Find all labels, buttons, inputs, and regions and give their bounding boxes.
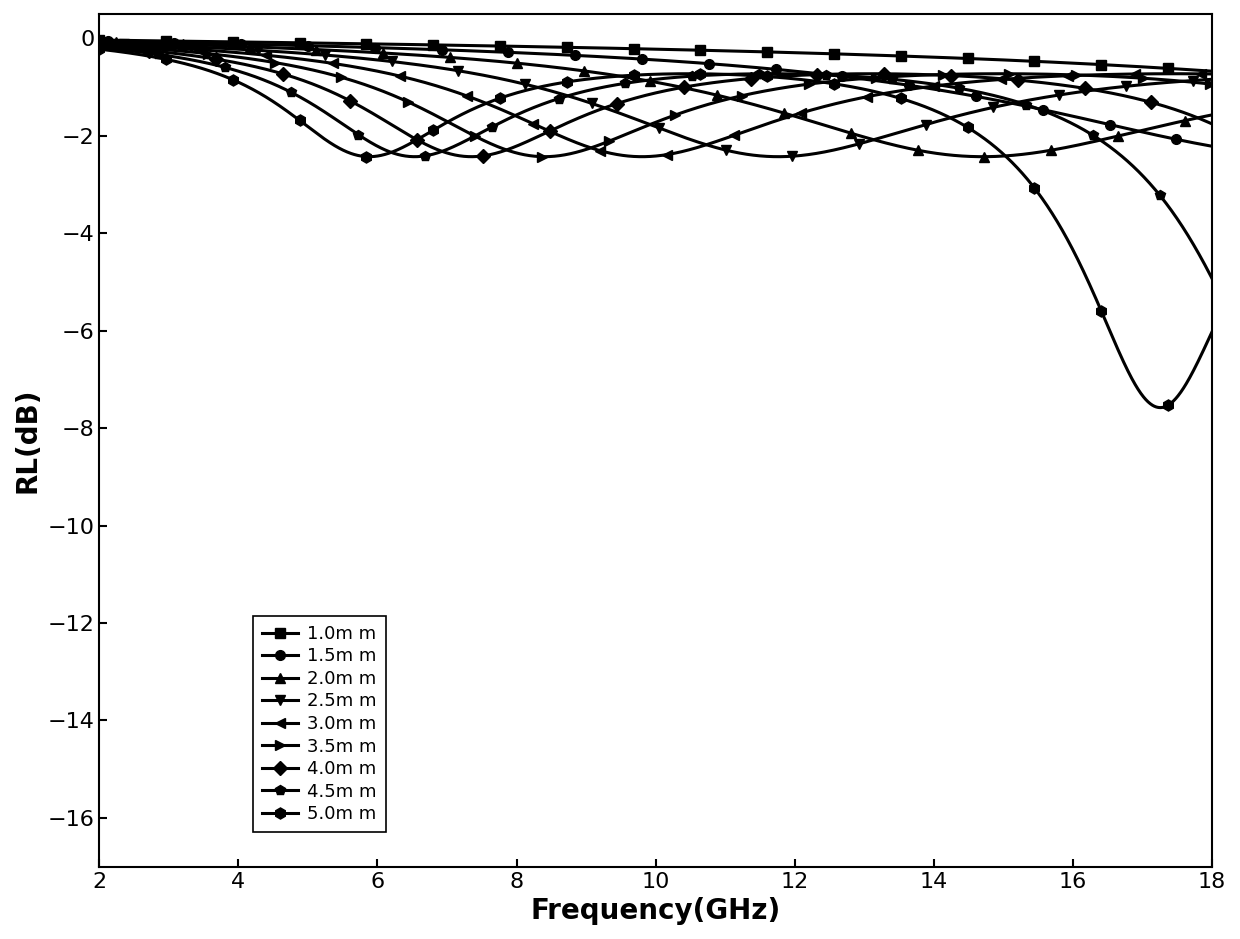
- 5.0m m: [1173, 387, 1188, 398]
- 2.5m m: [604, 104, 619, 115]
- 1.0m m: [92, 35, 107, 46]
- 4.5m m: [92, 42, 107, 54]
- 2.5m m: [632, 115, 647, 127]
- Line: 4.0m m: 4.0m m: [94, 41, 1216, 162]
- Y-axis label: RL(dB): RL(dB): [14, 388, 42, 493]
- 2.5m m: [1204, 73, 1219, 85]
- 3.5m m: [1204, 79, 1219, 90]
- 2.0m m: [975, 151, 990, 162]
- 3.5m m: [634, 123, 649, 134]
- 3.5m m: [149, 43, 164, 54]
- 4.0m m: [92, 40, 107, 52]
- 1.0m m: [149, 35, 164, 46]
- 4.5m m: [1172, 217, 1187, 228]
- 3.0m m: [635, 151, 650, 162]
- 1.5m m: [92, 36, 107, 47]
- 1.5m m: [632, 54, 647, 65]
- 2.5m m: [1173, 76, 1188, 87]
- 3.5m m: [1173, 75, 1188, 86]
- 4.5m m: [968, 85, 983, 97]
- 1.5m m: [149, 37, 164, 48]
- 2.5m m: [771, 151, 786, 162]
- 2.0m m: [604, 69, 619, 81]
- 5.0m m: [604, 71, 619, 83]
- 3.0m m: [1204, 69, 1219, 80]
- 2.0m m: [92, 37, 107, 48]
- Line: 3.0m m: 3.0m m: [94, 39, 1216, 162]
- 1.5m m: [1204, 141, 1219, 152]
- 4.0m m: [604, 100, 619, 111]
- 3.0m m: [1173, 69, 1188, 80]
- 2.0m m: [968, 151, 983, 162]
- 5.0m m: [1153, 402, 1168, 413]
- 4.5m m: [1204, 272, 1219, 284]
- 1.5m m: [968, 91, 983, 102]
- 2.5m m: [92, 38, 107, 49]
- Line: 5.0m m: 5.0m m: [94, 43, 1218, 413]
- 5.0m m: [149, 52, 164, 63]
- 1.5m m: [604, 52, 619, 63]
- 5.0m m: [1204, 326, 1219, 337]
- 4.5m m: [632, 75, 647, 86]
- 4.0m m: [1172, 105, 1187, 116]
- 4.0m m: [968, 71, 983, 83]
- 1.0m m: [1204, 66, 1219, 77]
- 3.0m m: [1172, 69, 1187, 80]
- 1.5m m: [1172, 134, 1187, 146]
- 1.5m m: [1172, 134, 1187, 146]
- 5.0m m: [1172, 388, 1187, 399]
- 3.5m m: [968, 69, 983, 80]
- Legend: 1.0m m, 1.5m m, 2.0m m, 2.5m m, 3.0m m, 3.5m m, 4.0m m, 4.5m m, 5.0m m: 1.0m m, 1.5m m, 2.0m m, 2.5m m, 3.0m m, …: [253, 616, 386, 832]
- 2.0m m: [1172, 116, 1187, 128]
- 3.0m m: [92, 38, 107, 50]
- 5.0m m: [968, 127, 983, 138]
- 3.5m m: [604, 134, 619, 146]
- 2.5m m: [149, 39, 164, 51]
- 3.5m m: [537, 151, 552, 162]
- 5.0m m: [92, 43, 107, 54]
- 4.5m m: [149, 49, 164, 60]
- Line: 3.5m m: 3.5m m: [94, 40, 1216, 162]
- Line: 2.5m m: 2.5m m: [94, 38, 1216, 162]
- 2.0m m: [149, 38, 164, 49]
- 1.0m m: [632, 43, 647, 54]
- 4.5m m: [604, 80, 619, 91]
- 2.0m m: [1204, 109, 1219, 120]
- Line: 1.0m m: 1.0m m: [94, 35, 1216, 76]
- Line: 4.5m m: 4.5m m: [94, 43, 1216, 284]
- 4.0m m: [1204, 118, 1219, 130]
- Line: 2.0m m: 2.0m m: [94, 37, 1216, 162]
- Line: 1.5m m: 1.5m m: [94, 36, 1216, 151]
- 1.0m m: [1172, 64, 1187, 75]
- X-axis label: Frequency(GHz): Frequency(GHz): [531, 897, 781, 925]
- 1.0m m: [968, 54, 983, 65]
- 3.0m m: [968, 76, 983, 87]
- 3.0m m: [149, 41, 164, 53]
- 5.0m m: [632, 69, 647, 81]
- 3.0m m: [604, 147, 619, 159]
- 2.0m m: [1173, 116, 1188, 128]
- 4.0m m: [464, 151, 479, 162]
- 3.5m m: [1172, 75, 1187, 86]
- 2.0m m: [632, 74, 647, 85]
- 2.5m m: [968, 106, 983, 117]
- 4.0m m: [1173, 106, 1188, 117]
- 4.0m m: [149, 46, 164, 57]
- 1.0m m: [604, 42, 619, 54]
- 3.0m m: [632, 151, 647, 162]
- 2.5m m: [1172, 76, 1187, 87]
- 3.5m m: [92, 39, 107, 51]
- 1.0m m: [1172, 64, 1187, 75]
- 4.0m m: [634, 91, 649, 102]
- 4.5m m: [1172, 216, 1187, 227]
